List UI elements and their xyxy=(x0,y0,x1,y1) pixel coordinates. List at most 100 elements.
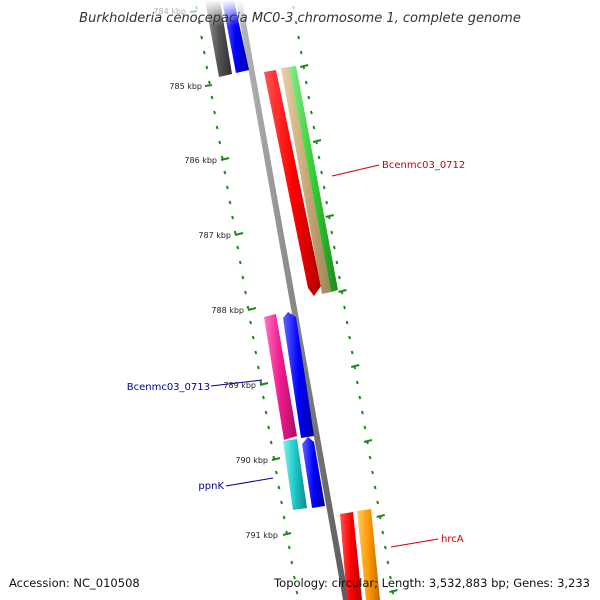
gene-label-hrca[interactable]: hrcA xyxy=(441,534,464,545)
ring-dot xyxy=(304,80,308,85)
gene-label-ppnk[interactable]: ppnK xyxy=(198,481,224,492)
tick-mark-787 xyxy=(234,232,244,236)
ring-dot xyxy=(238,260,242,265)
ring-dot xyxy=(236,245,240,250)
ring-dot xyxy=(205,65,209,70)
ring-dot xyxy=(343,305,346,310)
ring-dot xyxy=(383,545,387,550)
ring-dot xyxy=(280,500,283,505)
ring-dot xyxy=(269,440,273,445)
ring-dot xyxy=(350,350,354,355)
ring-dot xyxy=(264,410,268,415)
gene-arrow-blue-0713[interactable] xyxy=(283,312,314,438)
ring-dot xyxy=(215,125,219,130)
tick-label-784: 784 kbp xyxy=(153,7,186,16)
ring-dot xyxy=(241,275,245,280)
gene-arrow-magenta-0713[interactable] xyxy=(264,314,297,440)
gene-arrow-tan[interactable] xyxy=(281,67,331,294)
leader-line-0712 xyxy=(331,164,380,177)
ring-dot xyxy=(249,320,253,325)
ring-dot xyxy=(244,290,247,295)
ring-dot xyxy=(225,185,229,190)
ring-dot xyxy=(207,80,211,85)
tick-label-787: 787 kbp xyxy=(198,231,231,240)
ring-dot xyxy=(254,350,258,355)
leader-line-0713 xyxy=(210,379,263,387)
tick-label-789: 789 kbp xyxy=(223,381,256,390)
ring-dash xyxy=(325,214,334,218)
tick-label-788: 788 kbp xyxy=(211,306,244,315)
ring-dash xyxy=(312,139,322,143)
ring-dash xyxy=(350,364,360,368)
tick-mark-790 xyxy=(271,457,281,461)
ring-dot xyxy=(376,500,380,505)
ring-dot xyxy=(292,575,296,580)
tick-label-790: 790 kbp xyxy=(235,456,268,465)
tick-mark-789 xyxy=(259,382,269,386)
ring-dot xyxy=(322,185,326,190)
leader-line-ppnk xyxy=(225,477,274,487)
tick-label-791: 791 kbp xyxy=(245,531,278,540)
ring-dot xyxy=(200,35,204,40)
ring-dot xyxy=(332,245,336,250)
gene-arrow-green[interactable] xyxy=(289,66,338,292)
ring-dot xyxy=(299,50,303,55)
ring-dot xyxy=(312,125,316,130)
ring-dot xyxy=(381,530,385,535)
ring-dot xyxy=(259,380,263,385)
gene-label-bcenmc03-0712[interactable]: Bcenmc03_0712 xyxy=(382,160,465,171)
tick-mark-791 xyxy=(282,532,292,536)
leader-line-hrca xyxy=(390,538,439,548)
ring-dot xyxy=(335,260,339,265)
ring-dot xyxy=(213,110,217,115)
ring-dot xyxy=(228,200,232,205)
gene-arrow-red-0712[interactable] xyxy=(264,70,321,296)
ring-dot xyxy=(251,335,255,340)
ring-dash xyxy=(338,289,347,293)
ring-dot xyxy=(287,545,291,550)
ring-dash xyxy=(299,64,309,68)
gene-labels: Bcenmc03_0712 Bcenmc03_0713 ppnK hrcA xyxy=(127,160,465,548)
gene-label-bcenmc03-0713[interactable]: Bcenmc03_0713 xyxy=(127,382,210,393)
ring-dot xyxy=(220,155,224,160)
ring-dash xyxy=(376,514,385,518)
ring-dot xyxy=(274,470,278,475)
ring-dot xyxy=(371,470,375,475)
ring-dot xyxy=(358,395,362,400)
ring-dot xyxy=(218,140,222,145)
gene-arrow-orange[interactable] xyxy=(357,509,380,600)
ring-dot xyxy=(345,320,349,325)
tick-mark-784 xyxy=(189,10,198,13)
gene-arrow-blue-ppnK[interactable] xyxy=(302,437,325,508)
ring-dot xyxy=(256,365,260,370)
ring-dash xyxy=(389,589,398,593)
ring-dot xyxy=(290,560,294,565)
gene-arrow-red-hrcA-left[interactable] xyxy=(340,512,362,600)
ring-dot xyxy=(282,515,286,520)
tick-label-785: 785 kbp xyxy=(169,82,202,91)
ring-dot xyxy=(210,95,214,100)
ring-dot xyxy=(223,170,227,175)
ring-dot xyxy=(337,275,341,280)
tick-label-786: 786 kbp xyxy=(184,156,217,165)
ring-dot xyxy=(246,305,250,310)
ring-dot xyxy=(368,455,372,460)
ring-dot xyxy=(348,335,352,340)
ring-dot xyxy=(373,485,377,490)
ring-dot xyxy=(317,155,321,160)
ring-dot xyxy=(267,425,271,430)
gene-arrow-cyan-ppnK[interactable] xyxy=(283,439,307,510)
ring-dot xyxy=(231,215,235,220)
ring-dot xyxy=(277,485,281,490)
ring-dot xyxy=(297,35,301,40)
title-fade xyxy=(0,0,600,26)
ring-dot xyxy=(295,590,299,595)
ring-dot xyxy=(233,230,237,235)
ring-dots xyxy=(195,5,398,595)
tick-mark-788 xyxy=(247,307,257,311)
genome-summary-text: Topology: circular; Length: 3,532,883 bp… xyxy=(274,576,590,590)
ring-dot xyxy=(360,410,364,415)
tick-mark-785 xyxy=(204,84,213,87)
ring-dot xyxy=(307,95,311,100)
